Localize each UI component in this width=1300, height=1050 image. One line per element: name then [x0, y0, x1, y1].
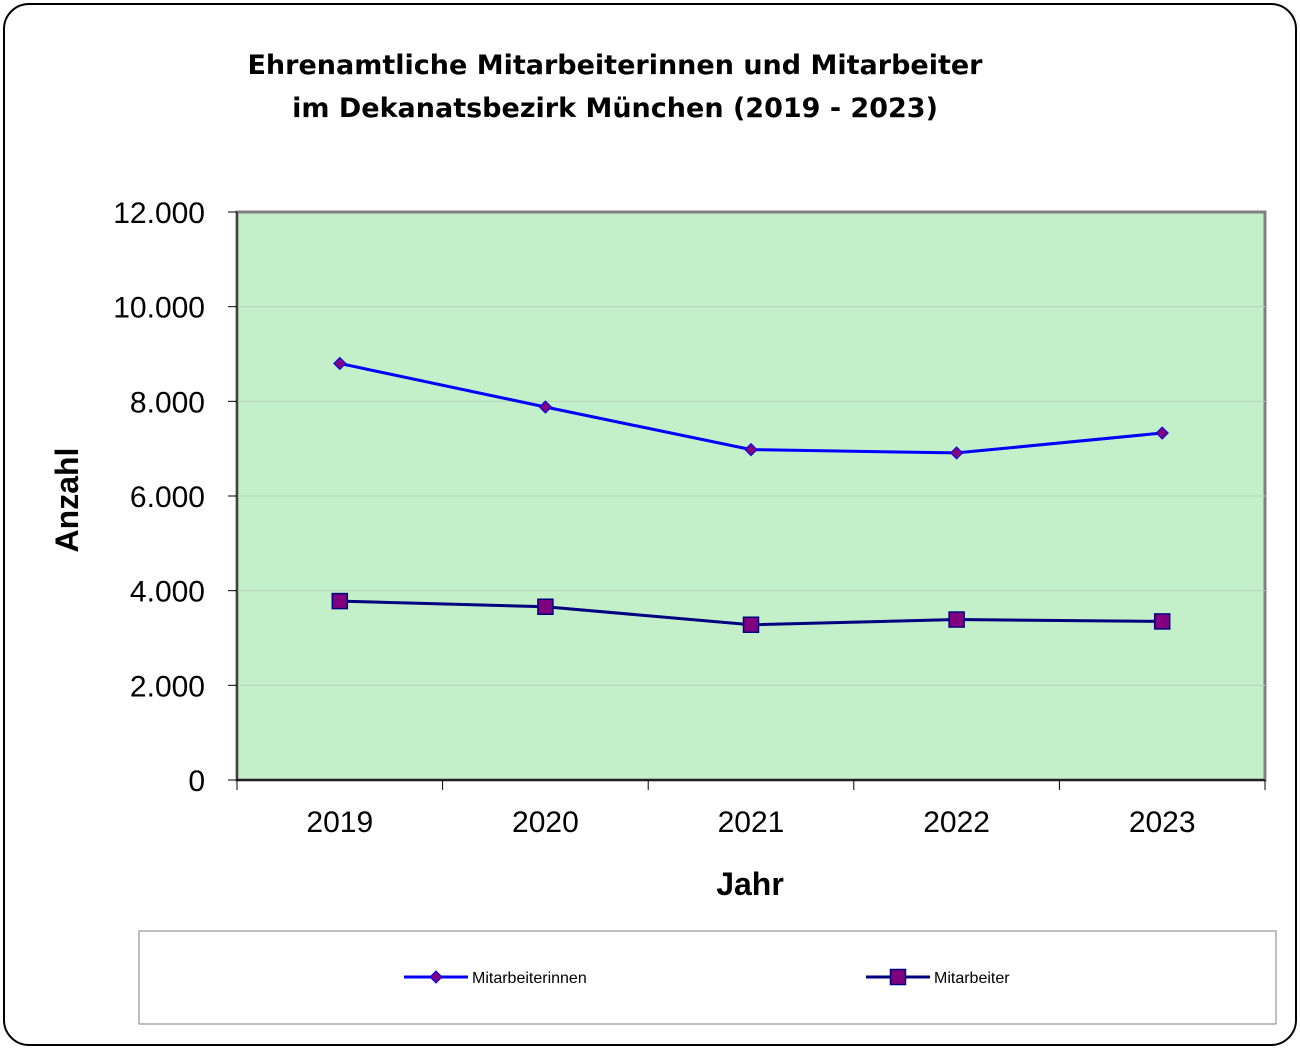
series-layer	[331, 356, 1171, 633]
x-tick-labels: 2019 2020 2021 2022 2023	[306, 806, 1195, 839]
data-point	[948, 611, 965, 628]
y-tick-labels: 0 2.000 4.000 6.000 8.000 10.000 12.000	[113, 197, 205, 798]
y-axis-title: Anzahl	[49, 448, 85, 553]
data-point	[744, 442, 758, 457]
x-tick-label: 2020	[512, 806, 579, 839]
data-point	[1155, 426, 1169, 440]
data-point	[949, 446, 964, 460]
y-tick-label: 10.000	[113, 292, 205, 325]
legend-label: Mitarbeiter	[934, 970, 1010, 987]
axes	[228, 211, 1266, 790]
x-tick-label: 2019	[306, 806, 373, 839]
data-point	[537, 598, 554, 616]
data-point	[538, 400, 553, 414]
legend: Mitarbeiterinnen Mitarbeiter	[404, 968, 1010, 987]
y-tick-label: 2.000	[130, 670, 205, 703]
y-tick-label: 12.000	[113, 197, 205, 230]
legend-swatch-marker	[429, 970, 443, 984]
y-tick-label: 8.000	[130, 386, 205, 419]
x-tick-label: 2023	[1129, 806, 1196, 839]
series-1	[333, 356, 1169, 460]
data-point	[1153, 613, 1171, 630]
legend-item: Mitarbeiterinnen	[404, 970, 587, 987]
x-tick-label: 2021	[718, 806, 785, 839]
x-tick-label: 2022	[923, 806, 990, 839]
y-tick-label: 0	[188, 765, 205, 798]
x-axis-title: Jahr	[716, 866, 784, 902]
y-tick-label: 4.000	[130, 576, 205, 609]
y-tick-label: 6.000	[130, 481, 205, 514]
legend-item: Mitarbeiter	[866, 968, 1010, 987]
chart-title-line-1: Ehrenamtliche Mitarbeiterinnen und Mitar…	[247, 50, 983, 81]
legend-box	[138, 930, 1277, 1025]
legend-swatch-marker	[889, 968, 907, 986]
legend-label: Mitarbeiterinnen	[472, 970, 587, 987]
data-point	[742, 616, 760, 633]
data-point	[333, 356, 347, 371]
series-2	[331, 592, 1171, 633]
chart-title-line-2: im Dekanatsbezirk München (2019 - 2023)	[292, 93, 938, 124]
gridlines	[237, 306, 1265, 686]
data-point	[331, 592, 349, 610]
